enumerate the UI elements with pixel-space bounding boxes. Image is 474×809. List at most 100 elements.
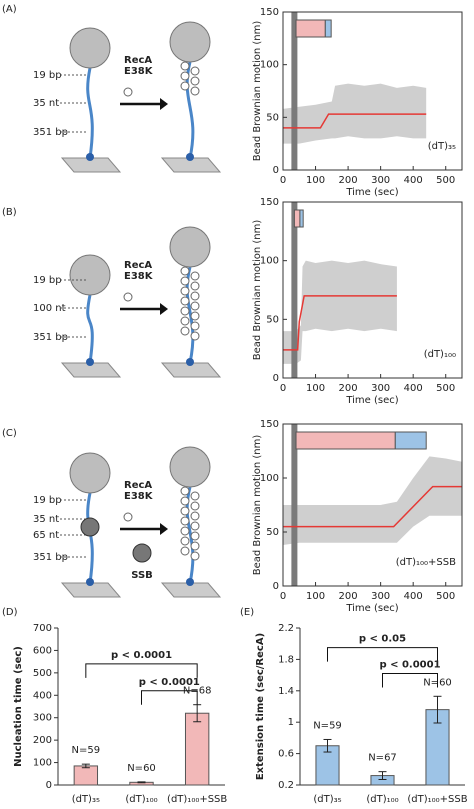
y-tick-label: 100 xyxy=(260,473,279,484)
recA xyxy=(190,271,200,281)
y-tick-label: 300 xyxy=(33,713,52,724)
x-tick-label: 500 xyxy=(436,591,455,602)
phase-segment xyxy=(295,19,326,38)
y-tick-label: 100 xyxy=(260,60,279,71)
trace-band xyxy=(283,260,397,364)
y-tick-label: 1 xyxy=(288,717,294,728)
x-tick-label: 500 xyxy=(436,175,455,186)
length-label: 351 bp xyxy=(33,332,68,343)
y-tick-label: 150 xyxy=(260,7,279,18)
recA xyxy=(180,486,190,496)
x-tick-label: (dT)₃₅ xyxy=(72,794,100,805)
recA-free xyxy=(123,87,133,97)
p-value: p < 0.0001 xyxy=(111,650,172,661)
recA xyxy=(190,301,200,311)
p-value: p < 0.05 xyxy=(359,634,406,645)
y-tick-label: 50 xyxy=(266,112,279,123)
n-label: N=59 xyxy=(72,745,101,756)
x-tick-label: 200 xyxy=(339,383,358,394)
protein-label: E38K xyxy=(124,271,154,282)
protein-label: RecA xyxy=(124,55,152,66)
y-axis-label: Bead Brownian motion (nm) xyxy=(252,220,263,361)
phase-segment xyxy=(324,19,332,38)
x-tick-label: (dT)₁₀₀ xyxy=(125,794,157,805)
plot-frame xyxy=(282,423,463,587)
recA xyxy=(190,321,200,331)
recA xyxy=(190,331,200,341)
anchor xyxy=(86,358,94,366)
recA xyxy=(180,296,190,306)
n-label: N=67 xyxy=(368,753,397,764)
x-tick-label: 200 xyxy=(339,591,358,602)
y-axis-label: Extension time (sec/RecA) xyxy=(255,633,266,780)
tether xyxy=(86,492,94,584)
recA xyxy=(190,521,200,531)
arrowhead xyxy=(160,523,168,535)
recA xyxy=(190,86,200,96)
recA xyxy=(180,286,190,296)
y-tick-label: 700 xyxy=(33,623,52,634)
anchor xyxy=(186,358,194,366)
length-label: 351 bp xyxy=(33,552,68,563)
recA xyxy=(190,531,200,541)
panel-label: (D) xyxy=(2,607,18,618)
x-tick-label: (dT)₃₅ xyxy=(313,794,341,805)
plot-frame xyxy=(282,201,463,379)
recA xyxy=(180,516,190,526)
y-tick-label: 200 xyxy=(33,735,52,746)
recA xyxy=(190,311,200,321)
arrowhead xyxy=(160,303,168,315)
length-label: 100 nt xyxy=(33,303,66,314)
y-tick-label: 100 xyxy=(33,758,52,769)
x-tick-label: 300 xyxy=(371,591,390,602)
n-label: N=59 xyxy=(313,720,342,731)
x-tick-label: 400 xyxy=(404,591,423,602)
y-tick-label: 150 xyxy=(260,419,279,430)
length-label: 35 nt xyxy=(33,98,59,109)
y-tick-label: 2.2 xyxy=(278,623,294,634)
anchor xyxy=(86,153,94,161)
bar xyxy=(73,765,99,786)
bead xyxy=(69,452,111,494)
bar xyxy=(184,712,210,786)
panel-label: (A) xyxy=(2,4,17,15)
x-tick-label: 100 xyxy=(306,591,325,602)
x-tick-label: 0 xyxy=(280,591,286,602)
phase-segment xyxy=(299,209,304,228)
y-tick-label: 0.2 xyxy=(278,780,294,791)
y-tick-label: 400 xyxy=(33,690,52,701)
recA xyxy=(190,291,200,301)
bead xyxy=(69,254,111,296)
recA xyxy=(190,76,200,86)
y-tick-label: 1.4 xyxy=(278,686,294,697)
recA xyxy=(180,546,190,556)
x-tick-label: 400 xyxy=(404,383,423,394)
x-tick-label: 100 xyxy=(306,383,325,394)
x-axis-label: Time (sec) xyxy=(345,395,398,406)
recA xyxy=(180,71,190,81)
tether xyxy=(86,294,94,364)
p-value: p < 0.0001 xyxy=(379,660,440,671)
recA xyxy=(180,536,190,546)
recA xyxy=(180,526,190,536)
y-tick-label: 600 xyxy=(33,645,52,656)
protein-label: E38K xyxy=(124,491,154,502)
arrowhead xyxy=(160,98,168,110)
protein-label: RecA xyxy=(124,480,152,491)
phase-segment xyxy=(394,431,427,450)
anchor xyxy=(186,153,194,161)
anchor xyxy=(186,578,194,586)
y-tick-label: 0 xyxy=(273,373,279,384)
n-label: N=60 xyxy=(127,763,156,774)
y-tick-label: 150 xyxy=(260,197,279,208)
injection-marker xyxy=(291,424,298,586)
recA-free xyxy=(123,512,133,522)
length-label: 65 nt xyxy=(33,530,59,541)
phase-segment xyxy=(295,431,396,450)
plot-frame xyxy=(282,11,463,171)
panel-label: (B) xyxy=(2,207,17,218)
panel-label: (C) xyxy=(2,428,17,439)
x-tick-label: 500 xyxy=(436,383,455,394)
